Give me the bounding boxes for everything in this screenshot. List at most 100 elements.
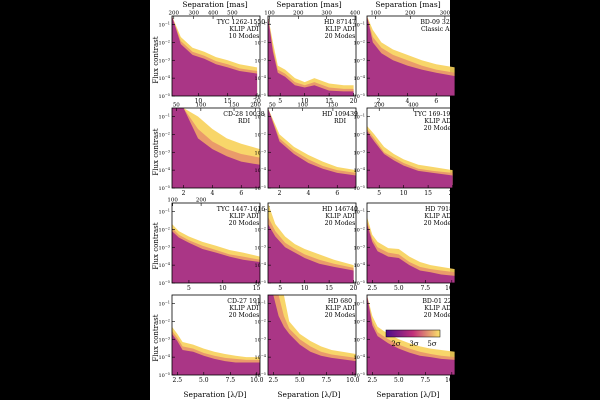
- panel-6-modes: 20 Modes: [424, 125, 455, 132]
- panel-8-ytick-label: 10−2: [254, 226, 266, 233]
- panel-11-ytick-label: 10−4: [254, 354, 266, 361]
- panel-1-xtick-label: 20: [253, 98, 261, 105]
- panel-7-frame: [171, 202, 261, 284]
- panel-2-top-tick-label: 200: [293, 11, 304, 17]
- panel-4-xtick-label: 6: [239, 190, 243, 197]
- panel-10-area-2sigma: [172, 333, 260, 375]
- panel-2-ytick-label: 10−3: [254, 57, 266, 64]
- panel-4-ytick-label: 10−5: [158, 185, 170, 192]
- panel-10-ytick-label: 10−2: [158, 318, 170, 325]
- top-xlabel-col2: Separation [mas]: [276, 0, 341, 9]
- panel-9-method: KLIP ADI: [424, 213, 454, 220]
- panel-9-areas: [367, 216, 455, 283]
- panel-9-title: HD 7918: [425, 206, 453, 213]
- panel-8-xtick-label: 10: [301, 285, 309, 292]
- panel-2-area-5sigma: [268, 16, 354, 96]
- panel-8: 10−1 10−2 10−3 10−4 10−5 5 10 15 20 HD 146740KLIP…: [254, 202, 358, 292]
- panel-7: 10−1 10−2 10−3 10−4 10−5 5 10 15 100 200 TYC 1447-…: [158, 198, 271, 293]
- panel-2: 10−1 10−2 10−3 10−4 10−5 5 10 15 20 100 200 300 400 H…: [254, 11, 360, 106]
- panel-7-ytick-label: 10−4: [158, 262, 170, 269]
- panel-10-ytick-label: 10−5: [158, 372, 170, 379]
- panel-4-top-tick-label: 50: [173, 103, 180, 109]
- panel-11-title: HD 680: [328, 298, 352, 305]
- panel-6-top-tick-label: 200: [374, 103, 385, 109]
- panel-8-areas: [268, 203, 354, 283]
- panel-3-ytick-label: 10−4: [353, 75, 365, 82]
- panel-1-area-2sigma: [172, 16, 258, 96]
- panel-4-ytick-label: 10−3: [158, 149, 170, 156]
- panel-12-ytick-label: 10−4: [353, 354, 365, 361]
- panel-1-ytick-label: 10−2: [158, 39, 170, 46]
- panel-7-xtick-label: 10: [219, 285, 227, 292]
- panel-10: 10−110−210−310−410−52.5 5.0 7.5 10.0CD-27 1…: [158, 294, 264, 384]
- panel-4-areas: [172, 108, 260, 188]
- panel-7-title: TYC 1447-1616-1: [217, 206, 271, 213]
- panel-10-xtick-label: 7.5: [226, 377, 236, 384]
- panel-2-method: KLIP ADI: [325, 26, 355, 33]
- panel-3-ytick-label: 10−2: [353, 39, 365, 46]
- panel-5-ytick-label: 10−5: [254, 185, 266, 192]
- colorbar-label-2sigma: 2σ: [391, 340, 400, 348]
- panel-10-ytick-label: 10−4: [158, 354, 170, 361]
- panel-5-ytick-label: 10−1: [254, 114, 266, 121]
- panel-11-frame: [267, 294, 357, 376]
- panel-8-xtick-label: 20: [350, 285, 358, 292]
- panel-5-xtick-label: 2: [278, 190, 282, 197]
- panel-12-xtick-label: 7.5: [421, 377, 431, 384]
- panel-11-modes: 20 Modes: [325, 312, 356, 319]
- panel-1-method: KLIP ADI: [229, 26, 259, 33]
- panel-4-top-tick-label: 100: [196, 103, 207, 109]
- panel-1-top-tick-label: 200: [169, 11, 180, 17]
- panel-2-frame: [267, 15, 357, 97]
- panel-3-top-tick-label: 300: [440, 11, 451, 17]
- panel-9-ytick-label: 10−4: [353, 262, 365, 269]
- panel-8-method: KLIP ADI: [325, 213, 355, 220]
- panel-9-ytick-label: 10−1: [353, 209, 365, 216]
- panel-8-frame: [267, 202, 357, 284]
- panel-2-modes: 20 Modes: [325, 33, 356, 40]
- panel-4-top-tick-label: 150: [229, 103, 240, 109]
- panel-7-areas: [172, 224, 260, 283]
- panel-6-ytick-label: 10−5: [353, 185, 365, 192]
- panel-4-title: CD-28 10038: [223, 111, 264, 118]
- panel-8-title: HD 146740: [322, 206, 358, 213]
- panel-2-areas: [268, 16, 354, 96]
- panel-6-method: KLIP ADI: [424, 118, 454, 125]
- panel-5-frame: [267, 107, 357, 189]
- bottom-xlabel-col1: Separation [λ/D]: [183, 390, 246, 399]
- panel-5-areas: [268, 108, 356, 188]
- panel-12-ytick-label: 10−2: [353, 318, 365, 325]
- panel-12-ytick-label: 10−1: [353, 301, 365, 308]
- panel-2-xtick-label: 15: [325, 98, 333, 105]
- panel-5: 10−1 10−2 10−3 10−4 10−5 2 4 6 50 100 150 HD 109439…: [254, 103, 358, 198]
- colorbar-legend: 2σ 3σ 5σ: [385, 329, 441, 348]
- panel-3-xtick-label: 2: [377, 98, 381, 105]
- panel-4-ytick-label: 10−4: [158, 167, 170, 174]
- panel-12-frame: [366, 294, 456, 376]
- panel-12-xtick-label: 5.0: [394, 377, 404, 384]
- panel-12-areas: [367, 295, 455, 375]
- panel-3: 10−1 10−2 10−3 10−4 10−5 2 4 6 100 200 300 BD-09 32…: [353, 11, 457, 106]
- panel-2-xtick-label: 20: [350, 98, 358, 105]
- panel-9-xtick-label: 5.0: [394, 285, 404, 292]
- panel-1-top-tick-label: 500: [227, 11, 238, 17]
- panel-1-modes: 10 Modes: [229, 33, 260, 40]
- panel-5-top-tick-label: 50: [269, 103, 276, 109]
- panel-10-xtick-label: 10.0: [250, 377, 264, 384]
- panel-5-xtick-label: 6: [335, 190, 339, 197]
- panel-11-xtick-label: 5.0: [295, 377, 305, 384]
- panel-11-ytick-label: 10−5: [254, 372, 266, 379]
- panel-9-area-2sigma: [367, 224, 455, 283]
- panel-2-xtick-label: 10: [301, 98, 309, 105]
- panel-10-xtick-label: 5.0: [199, 377, 209, 384]
- panel-12: 10−1 10−2 10−3 10−4 10−52.5 5.0 7.5 10.0 BD-01 2…: [353, 294, 459, 384]
- panel-11-area-2sigma: [268, 295, 356, 375]
- panel-1-frame: [171, 15, 261, 97]
- panel-2-title: HD 87147: [324, 19, 356, 26]
- panel-11-ytick-label: 10−3: [254, 336, 266, 343]
- colorbar: [385, 329, 441, 338]
- panel-6-xtick-label: 20: [449, 190, 457, 197]
- panel-1-ytick-label: 10−1: [158, 22, 170, 29]
- panel-11-ytick-label: 10−2: [254, 318, 266, 325]
